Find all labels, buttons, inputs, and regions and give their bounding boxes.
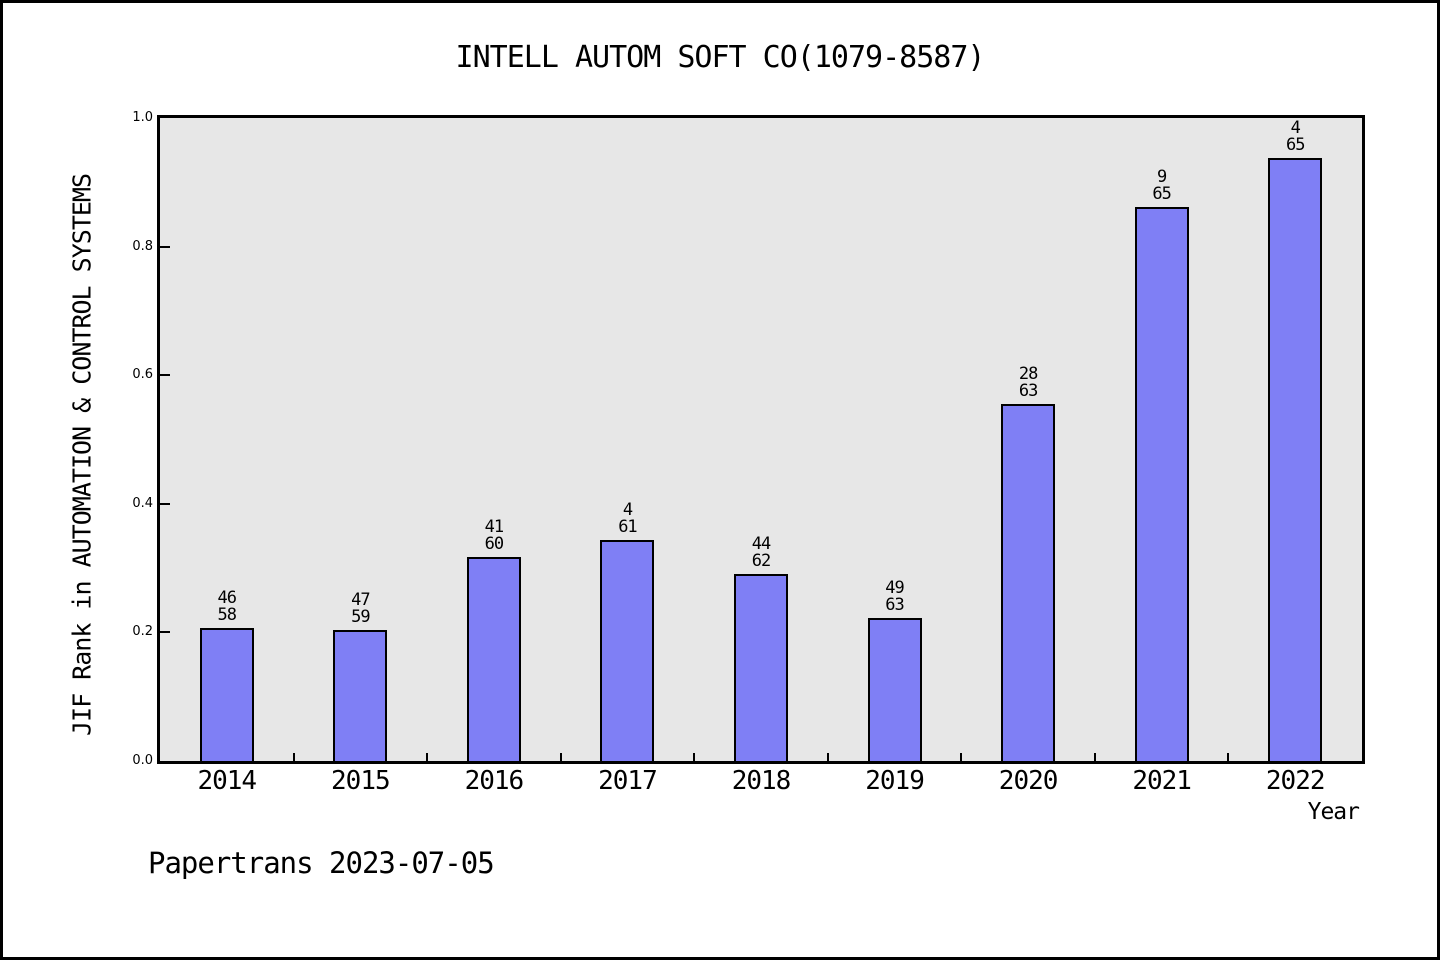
bar-2022	[1268, 157, 1323, 761]
x-tick-label-2019: 2019	[865, 766, 925, 796]
bar-label-total: 65	[1152, 184, 1171, 205]
bar-label-rank: 4	[622, 499, 633, 520]
x-tick-label-2014: 2014	[197, 766, 257, 796]
y-tick-label-0.8: 0.8	[132, 238, 153, 254]
x-tick-label-2016: 2016	[464, 766, 525, 796]
x-tick-label-2015: 2015	[331, 766, 391, 796]
bar-2017	[600, 539, 655, 761]
bar-label-total: 60	[484, 534, 504, 555]
bar-label-rank: 28	[1018, 363, 1038, 384]
bar-label-rank: 9	[1157, 167, 1167, 188]
y-tick-label-0.0: 0.0	[132, 753, 153, 768]
bar-2016	[466, 557, 521, 761]
bar-2018	[734, 574, 788, 761]
x-tick-label-2022: 2022	[1265, 766, 1326, 796]
bar-label-total: 63	[1018, 380, 1038, 401]
bar-label-total: 58	[217, 604, 237, 625]
bar-2019	[867, 618, 922, 761]
y-tick-label-0.2: 0.2	[132, 624, 153, 640]
bar-2014	[199, 627, 254, 761]
bar-label-rank: 47	[351, 590, 370, 611]
chart-title: INTELL AUTOM SOFT CO(1079-8587)	[455, 40, 986, 75]
x-tick-label-2018: 2018	[731, 766, 792, 796]
plot-area: 46 58 47 59 41 60 4 61 44 62 49 63 28 63 9 65 4 65	[157, 115, 1365, 764]
bar-2015	[333, 630, 388, 761]
bar-label-2020: 28 63	[968, 363, 1088, 401]
x-minor-tick	[292, 753, 295, 761]
x-minor-tick	[559, 753, 562, 761]
x-minor-tick	[960, 753, 963, 761]
bar-label-rank: 41	[484, 517, 504, 538]
bar-label-2017: 4 61	[567, 499, 687, 537]
bar-label-rank: 4	[1290, 117, 1301, 138]
x-tick-label-2021: 2021	[1132, 766, 1192, 796]
x-tick-label-2020: 2020	[998, 766, 1059, 796]
x-tick-label-2017: 2017	[598, 766, 658, 796]
bar-label-total: 63	[885, 595, 904, 616]
bar-label-2018: 44 62	[701, 536, 821, 570]
bar-2021	[1134, 207, 1189, 761]
bar-label-rank: 44	[751, 534, 771, 555]
bar-label-total: 65	[1285, 134, 1305, 155]
y-tick-label-0.4: 0.4	[132, 495, 153, 511]
y-tick	[160, 245, 170, 248]
bar-label-2015: 47 59	[300, 592, 420, 626]
y-tick	[160, 631, 170, 634]
y-axis-label: JIF Rank in AUTOMATION & CONTROL SYSTEMS	[67, 173, 97, 737]
bar-label-total: 61	[618, 516, 637, 537]
x-minor-tick	[1227, 753, 1230, 761]
x-axis-label: Year	[1307, 799, 1360, 825]
bar-label-2021: 9 65	[1102, 169, 1222, 203]
x-minor-tick	[826, 753, 829, 761]
bar-2020	[1001, 403, 1056, 761]
bar-label-2016: 41 60	[434, 519, 554, 553]
bar-label-total: 59	[351, 607, 370, 628]
bar-label-rank: 46	[217, 587, 237, 608]
x-minor-tick	[1093, 753, 1096, 761]
y-tick-label-1.0: 1.0	[132, 110, 153, 125]
y-tick-label-0.6: 0.6	[132, 367, 153, 383]
y-tick	[160, 502, 170, 505]
bar-label-2019: 49 63	[835, 580, 955, 614]
footer-note: Papertrans 2023-07-05	[148, 846, 495, 880]
y-tick	[160, 374, 170, 377]
bar-label-total: 62	[751, 551, 771, 572]
x-minor-tick	[693, 753, 696, 761]
x-minor-tick	[426, 753, 429, 761]
bar-label-2014: 46 58	[167, 587, 287, 625]
bar-label-rank: 49	[885, 578, 904, 599]
bar-label-2022: 4 65	[1235, 117, 1355, 155]
